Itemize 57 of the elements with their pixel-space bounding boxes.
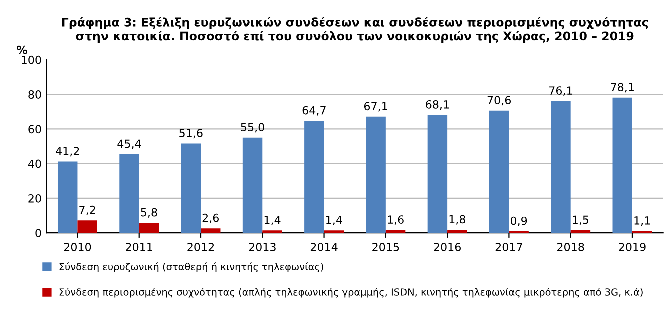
chart-title: Γράφημα 3: Εξέλιξη ευρυζωνικών συνδέσεων και συνδέσεων περιορισμένης συχνότητας στην κατοικία. Ποσοστό επί του συνόλου των νοικοκυριών της Χώρας, 2010 – 2019 — [62, 17, 648, 43]
x-tick-label: 2017 — [496, 243, 522, 252]
data-label: 1,8 — [450, 215, 466, 225]
bar — [489, 110, 510, 234]
data-label: 1,6 — [388, 216, 404, 226]
legend-label: Σύνδεση περιορισμένης συχνότητας (απλής τηλεφωνικής γραμμής, ISDN, κινητής τηλεφωνίας μικρότερης από 3G, κ.ά) — [60, 288, 643, 298]
data-label: 67,1 — [364, 102, 388, 112]
x-tick-label: 2018 — [558, 243, 584, 252]
x-tick-label: 2019 — [619, 243, 646, 252]
data-label: 5,8 — [141, 208, 158, 218]
bar — [262, 230, 282, 234]
bar — [201, 228, 221, 234]
data-label: 45,4 — [118, 140, 142, 150]
y-tick-label: 40 — [28, 160, 42, 168]
x-tick-label: 2016 — [434, 243, 461, 252]
data-label: 78,1 — [611, 83, 634, 93]
bar — [78, 220, 98, 234]
bar — [428, 115, 448, 234]
data-label: 1,5 — [573, 216, 589, 226]
bar — [612, 98, 632, 234]
bar — [324, 230, 344, 234]
bar — [120, 154, 140, 234]
x-tick-label: 2014 — [310, 243, 338, 252]
x-tick-label: 2015 — [372, 243, 400, 252]
data-label: 1,4 — [326, 216, 342, 226]
y-tick-label: 20 — [28, 194, 42, 203]
x-tick-label: 2013 — [249, 243, 276, 252]
bar — [181, 144, 201, 234]
data-label: 0,9 — [510, 216, 528, 226]
y-tick-label: 80 — [28, 90, 42, 99]
data-label: 55,0 — [241, 123, 264, 133]
y-axis-title: % — [17, 46, 28, 54]
data-label: 7,2 — [80, 206, 96, 216]
y-tick-label: 60 — [28, 125, 42, 134]
data-label: 1,4 — [264, 216, 281, 226]
data-label: 76,1 — [550, 86, 572, 96]
legend-label: Σύνδεση ευρυζωνική (σταθερή ή κινητής τηλεφωνίας) — [60, 262, 324, 272]
bar — [242, 138, 263, 234]
bar — [448, 230, 468, 234]
bar — [570, 230, 591, 234]
bar — [58, 162, 78, 234]
bar — [304, 121, 324, 234]
data-label: 68,1 — [426, 100, 450, 110]
data-label: 41,2 — [56, 147, 80, 157]
bar — [139, 223, 160, 234]
data-label: 1,1 — [634, 216, 650, 226]
data-label: 51,6 — [180, 129, 203, 139]
x-tick-label: 2010 — [64, 243, 92, 252]
bar — [551, 101, 571, 234]
bar — [366, 116, 386, 234]
data-label: 64,7 — [302, 106, 326, 116]
x-tick-label: 2011 — [126, 243, 152, 252]
x-tick-label: 2012 — [188, 243, 214, 252]
data-label: 2,6 — [202, 214, 219, 224]
y-tick-label: 0 — [36, 229, 42, 238]
y-tick-label: 100 — [22, 56, 42, 64]
data-label: 70,6 — [488, 96, 512, 106]
